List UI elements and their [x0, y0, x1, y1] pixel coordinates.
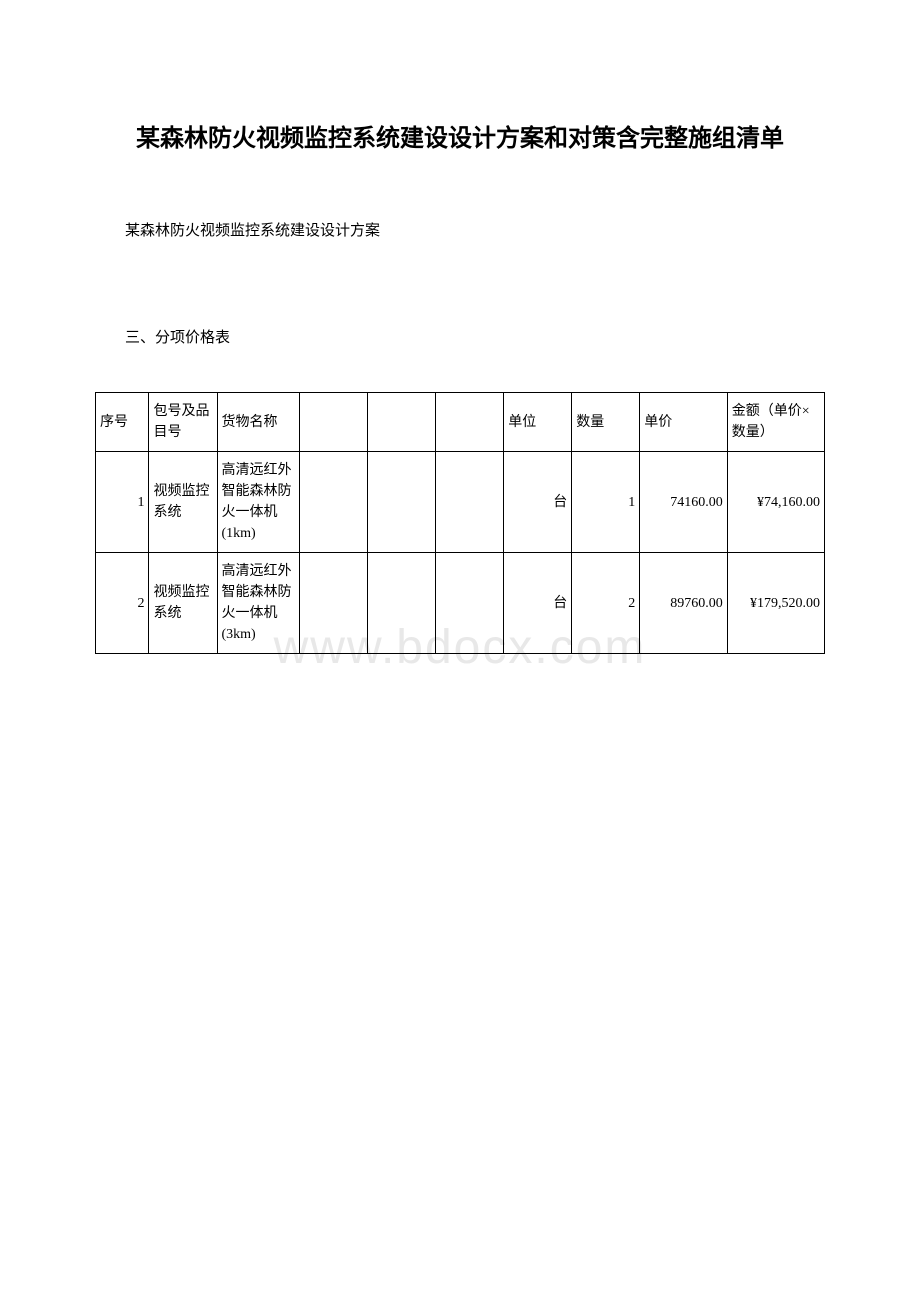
header-amount: 金额（单价×数量） — [727, 393, 824, 452]
cell-empty — [368, 452, 436, 553]
header-empty — [436, 393, 504, 452]
table-row: 2 视频监控系统 高清远红外智能森林防火一体机(3km) 台 2 89760.0… — [96, 553, 825, 654]
cell-pkg: 视频监控系统 — [149, 553, 217, 654]
cell-pkg: 视频监控系统 — [149, 452, 217, 553]
cell-unit: 台 — [504, 553, 572, 654]
document-subtitle: 某森林防火视频监控系统建设设计方案 — [95, 218, 825, 245]
cell-empty — [300, 452, 368, 553]
cell-goods: 高清远红外智能森林防火一体机(3km) — [217, 553, 300, 654]
cell-empty — [368, 553, 436, 654]
header-goods: 货物名称 — [217, 393, 300, 452]
cell-seq: 1 — [96, 452, 149, 553]
cell-price: 74160.00 — [640, 452, 727, 553]
cell-qty: 1 — [572, 452, 640, 553]
cell-empty — [436, 553, 504, 654]
cell-price: 89760.00 — [640, 553, 727, 654]
cell-empty — [300, 553, 368, 654]
cell-qty: 2 — [572, 553, 640, 654]
cell-seq: 2 — [96, 553, 149, 654]
cell-empty — [436, 452, 504, 553]
header-price: 单价 — [640, 393, 727, 452]
table-header-row: 序号 包号及品目号 货物名称 单位 数量 单价 金额（单价×数量） — [96, 393, 825, 452]
cell-goods: 高清远红外智能森林防火一体机(1km) — [217, 452, 300, 553]
header-pkg: 包号及品目号 — [149, 393, 217, 452]
header-empty — [368, 393, 436, 452]
header-qty: 数量 — [572, 393, 640, 452]
cell-amount: ¥74,160.00 — [727, 452, 824, 553]
table-row: 1 视频监控系统 高清远红外智能森林防火一体机(1km) 台 1 74160.0… — [96, 452, 825, 553]
cell-amount: ¥179,520.00 — [727, 553, 824, 654]
document-title: 某森林防火视频监控系统建设设计方案和对策含完整施组清单 — [95, 120, 825, 158]
section-heading: 三、分项价格表 — [95, 325, 825, 352]
header-empty — [300, 393, 368, 452]
header-seq: 序号 — [96, 393, 149, 452]
price-table: 序号 包号及品目号 货物名称 单位 数量 单价 金额（单价×数量） 1 视频监控… — [95, 392, 825, 654]
document-page: 某森林防火视频监控系统建设设计方案和对策含完整施组清单 某森林防火视频监控系统建… — [0, 0, 920, 654]
cell-unit: 台 — [504, 452, 572, 553]
header-unit: 单位 — [504, 393, 572, 452]
